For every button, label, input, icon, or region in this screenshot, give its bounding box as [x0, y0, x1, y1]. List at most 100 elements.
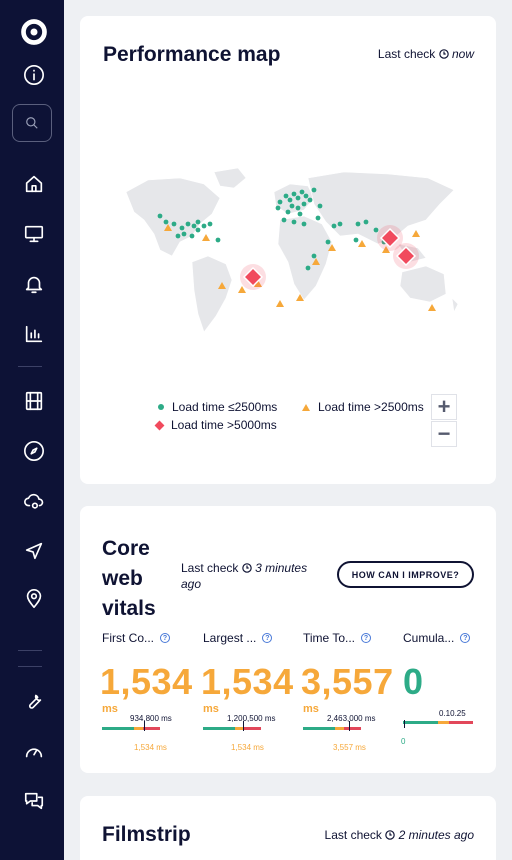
location-pin-icon[interactable]: [20, 585, 48, 613]
green-marker[interactable]: [311, 187, 317, 193]
north-america: [125, 177, 221, 257]
home-icon[interactable]: [20, 170, 48, 198]
filmstrip-card: Filmstrip Last check 2 minutes ago: [80, 796, 496, 860]
orange-marker[interactable]: [276, 300, 284, 307]
green-marker[interactable]: [299, 189, 305, 195]
green-marker[interactable]: [363, 219, 369, 225]
green-marker[interactable]: [163, 219, 169, 225]
green-marker[interactable]: [291, 191, 297, 197]
cloud-gear-icon[interactable]: [20, 487, 48, 515]
gauge-icon[interactable]: [20, 737, 48, 765]
metric-bar: [203, 727, 261, 730]
green-marker[interactable]: [171, 221, 177, 227]
green-marker[interactable]: [337, 221, 343, 227]
green-marker[interactable]: [283, 193, 289, 199]
green-marker[interactable]: [291, 219, 297, 225]
metric-first-contentful-paint[interactable]: First Co...? 1,534 ms 934,800 ms 1,534 m…: [100, 631, 193, 752]
orange-marker[interactable]: [382, 246, 390, 253]
green-marker[interactable]: [307, 197, 313, 203]
south-america: [191, 255, 233, 333]
help-icon[interactable]: ?: [361, 633, 372, 643]
metric-marker: [144, 721, 145, 731]
orange-marker[interactable]: [328, 244, 336, 251]
green-marker[interactable]: [287, 197, 293, 203]
send-icon[interactable]: [20, 537, 48, 565]
green-marker[interactable]: [303, 193, 309, 199]
how-can-i-improve-button[interactable]: HOW CAN I IMPROVE?: [337, 561, 474, 588]
green-marker[interactable]: [215, 237, 221, 243]
legend-red: Load time >5000ms: [154, 418, 277, 432]
green-marker[interactable]: [281, 217, 287, 223]
green-marker[interactable]: [301, 221, 307, 227]
green-marker[interactable]: [301, 201, 307, 207]
legend-orange: Load time >2500ms: [302, 400, 424, 414]
green-marker[interactable]: [305, 265, 311, 271]
green-marker[interactable]: [311, 253, 317, 259]
green-marker[interactable]: [275, 205, 281, 211]
green-marker[interactable]: [277, 199, 283, 205]
green-marker[interactable]: [317, 203, 323, 209]
green-marker[interactable]: [373, 227, 379, 233]
wrench-icon[interactable]: [20, 687, 48, 715]
green-marker[interactable]: [353, 237, 359, 243]
green-marker[interactable]: [207, 221, 213, 227]
green-dot-icon: [158, 404, 164, 410]
orange-marker[interactable]: [218, 282, 226, 289]
green-marker[interactable]: [189, 233, 195, 239]
green-marker[interactable]: [179, 225, 185, 231]
chat-icon[interactable]: [20, 787, 48, 815]
metric-cumulative-layout-shift[interactable]: Cumula...? 0 0.10.25 0: [401, 631, 483, 746]
search-icon: [26, 117, 38, 129]
green-marker[interactable]: [195, 219, 201, 225]
zoom-out-button[interactable]: −: [431, 421, 457, 447]
green-marker[interactable]: [297, 211, 303, 217]
orange-marker[interactable]: [254, 280, 262, 287]
orange-marker[interactable]: [238, 286, 246, 293]
green-marker[interactable]: [295, 205, 301, 211]
orange-marker[interactable]: [428, 304, 436, 311]
green-marker[interactable]: [295, 195, 301, 201]
green-marker[interactable]: [325, 239, 331, 245]
orange-marker[interactable]: [164, 224, 172, 231]
search-button[interactable]: [12, 104, 52, 142]
green-marker[interactable]: [285, 209, 291, 215]
bell-icon[interactable]: [20, 270, 48, 298]
orange-marker[interactable]: [312, 258, 320, 265]
green-marker[interactable]: [181, 231, 187, 237]
world-map-svg: [125, 167, 459, 333]
green-marker[interactable]: [315, 215, 321, 221]
logo-icon[interactable]: [20, 18, 48, 46]
metric-marker: [243, 721, 244, 731]
metric-time-to-interactive[interactable]: Time To...? 3,557 ms 2,463,000 ms 3,557 …: [301, 631, 394, 752]
orange-marker[interactable]: [412, 230, 420, 237]
compass-icon[interactable]: [20, 437, 48, 465]
green-marker[interactable]: [355, 221, 361, 227]
metric-largest-contentful-paint[interactable]: Largest ...? 1,534 ms 1,200,500 ms 1,534…: [201, 631, 294, 752]
green-marker[interactable]: [289, 203, 295, 209]
red-diamond-icon: [154, 420, 165, 430]
monitor-icon[interactable]: [20, 220, 48, 248]
orange-marker[interactable]: [296, 294, 304, 301]
filmstrip-last-check: Last check 2 minutes ago: [324, 828, 474, 842]
green-marker[interactable]: [191, 223, 197, 229]
bar-chart-icon[interactable]: [20, 320, 48, 348]
zoom-in-button[interactable]: +: [431, 394, 457, 420]
red-marker[interactable]: [395, 245, 417, 267]
world-map[interactable]: [108, 164, 468, 349]
green-marker[interactable]: [157, 213, 163, 219]
green-marker[interactable]: [195, 227, 201, 233]
green-marker[interactable]: [175, 233, 181, 239]
green-marker[interactable]: [185, 221, 191, 227]
help-icon[interactable]: ?: [262, 633, 273, 643]
help-icon[interactable]: ?: [460, 633, 471, 643]
orange-marker[interactable]: [202, 234, 210, 241]
orange-marker[interactable]: [358, 240, 366, 247]
red-marker[interactable]: [242, 266, 264, 288]
info-icon[interactable]: [20, 61, 48, 89]
film-icon[interactable]: [20, 387, 48, 415]
green-marker[interactable]: [331, 223, 337, 229]
green-marker[interactable]: [201, 223, 207, 229]
greenland: [213, 167, 247, 189]
red-marker[interactable]: [379, 227, 401, 249]
help-icon[interactable]: ?: [160, 633, 171, 643]
